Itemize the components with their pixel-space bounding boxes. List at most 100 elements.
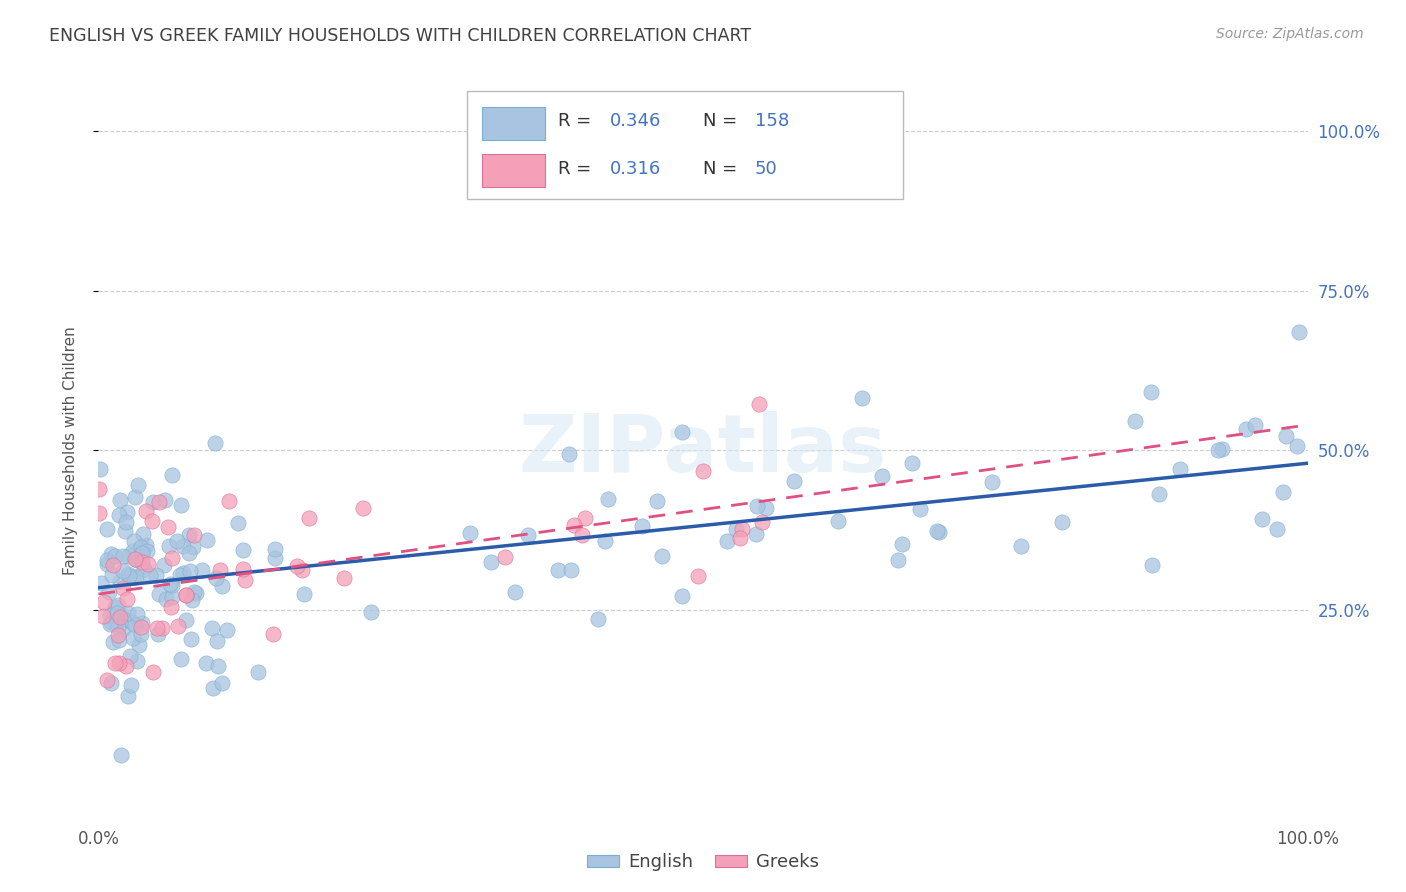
Point	[96, 673, 118, 687]
Point	[125, 553, 148, 567]
Point	[131, 546, 153, 560]
Point	[89, 462, 111, 476]
Point	[114, 614, 136, 628]
Point	[125, 654, 148, 668]
Point	[671, 589, 693, 603]
Point	[645, 494, 668, 508]
Point	[142, 495, 165, 509]
Point	[1052, 515, 1074, 529]
Text: N =: N =	[703, 160, 742, 178]
Point	[560, 563, 582, 577]
Point	[925, 524, 948, 538]
Point	[211, 675, 233, 690]
Point	[232, 543, 254, 558]
Legend: English, Greeks: English, Greeks	[579, 847, 827, 879]
Point	[1140, 558, 1163, 573]
Point	[117, 689, 139, 703]
Point	[121, 615, 143, 629]
Point	[1149, 487, 1171, 501]
Point	[115, 515, 138, 529]
Point	[136, 557, 159, 571]
Point	[886, 553, 908, 567]
Point	[166, 533, 188, 548]
Point	[900, 456, 922, 470]
Point	[181, 540, 204, 554]
Point	[96, 557, 118, 571]
Text: N =: N =	[703, 112, 742, 130]
Point	[101, 558, 124, 573]
Point	[111, 581, 134, 595]
Point	[157, 539, 180, 553]
Point	[724, 522, 747, 536]
Point	[118, 649, 141, 664]
Point	[692, 465, 714, 479]
Point	[129, 620, 152, 634]
Text: 158: 158	[755, 112, 789, 130]
Point	[115, 505, 138, 519]
Point	[107, 620, 129, 634]
Point	[100, 547, 122, 561]
Point	[128, 638, 150, 652]
Bar	[482, 154, 544, 187]
Point	[201, 621, 224, 635]
Point	[96, 522, 118, 536]
Point	[298, 510, 321, 524]
Point	[207, 659, 229, 673]
Point	[233, 573, 256, 587]
Point	[118, 568, 141, 582]
Point	[107, 628, 129, 642]
Point	[595, 533, 617, 548]
Point	[755, 501, 778, 516]
Point	[112, 564, 135, 578]
Point	[1244, 418, 1267, 433]
Point	[263, 550, 285, 565]
Point	[170, 498, 193, 512]
Point	[100, 615, 122, 629]
Point	[745, 500, 768, 514]
Text: 0.346: 0.346	[610, 112, 661, 130]
Point	[98, 616, 121, 631]
Point	[180, 632, 202, 646]
Point	[135, 538, 157, 552]
Point	[153, 492, 176, 507]
Point	[138, 568, 160, 582]
Point	[688, 569, 710, 583]
Point	[129, 540, 152, 554]
Point	[586, 612, 609, 626]
Point	[980, 475, 1002, 489]
Point	[174, 588, 197, 602]
Point	[124, 490, 146, 504]
Point	[135, 504, 157, 518]
Point	[728, 531, 751, 545]
Point	[155, 592, 177, 607]
Point	[574, 511, 596, 525]
Point	[152, 558, 174, 572]
Point	[651, 549, 673, 563]
Point	[159, 576, 181, 591]
Point	[142, 665, 165, 679]
Point	[205, 572, 228, 586]
Point	[131, 556, 153, 570]
Point	[870, 468, 893, 483]
Point	[1140, 384, 1163, 399]
Point	[132, 543, 155, 558]
Point	[494, 549, 516, 564]
Point	[183, 584, 205, 599]
Point	[107, 613, 129, 627]
Point	[145, 567, 167, 582]
Text: 0.316: 0.316	[610, 160, 661, 178]
Point	[90, 575, 112, 590]
Text: ENGLISH VS GREEK FAMILY HOUSEHOLDS WITH CHILDREN CORRELATION CHART: ENGLISH VS GREEK FAMILY HOUSEHOLDS WITH …	[49, 27, 751, 45]
Point	[117, 549, 139, 563]
Point	[571, 528, 593, 542]
Point	[124, 552, 146, 566]
Point	[108, 656, 131, 670]
Point	[333, 571, 356, 585]
Point	[891, 537, 914, 551]
Point	[100, 676, 122, 690]
Point	[117, 607, 139, 621]
Text: ZIPatlas: ZIPatlas	[519, 411, 887, 490]
Point	[458, 525, 481, 540]
Point	[122, 631, 145, 645]
Point	[127, 478, 149, 492]
